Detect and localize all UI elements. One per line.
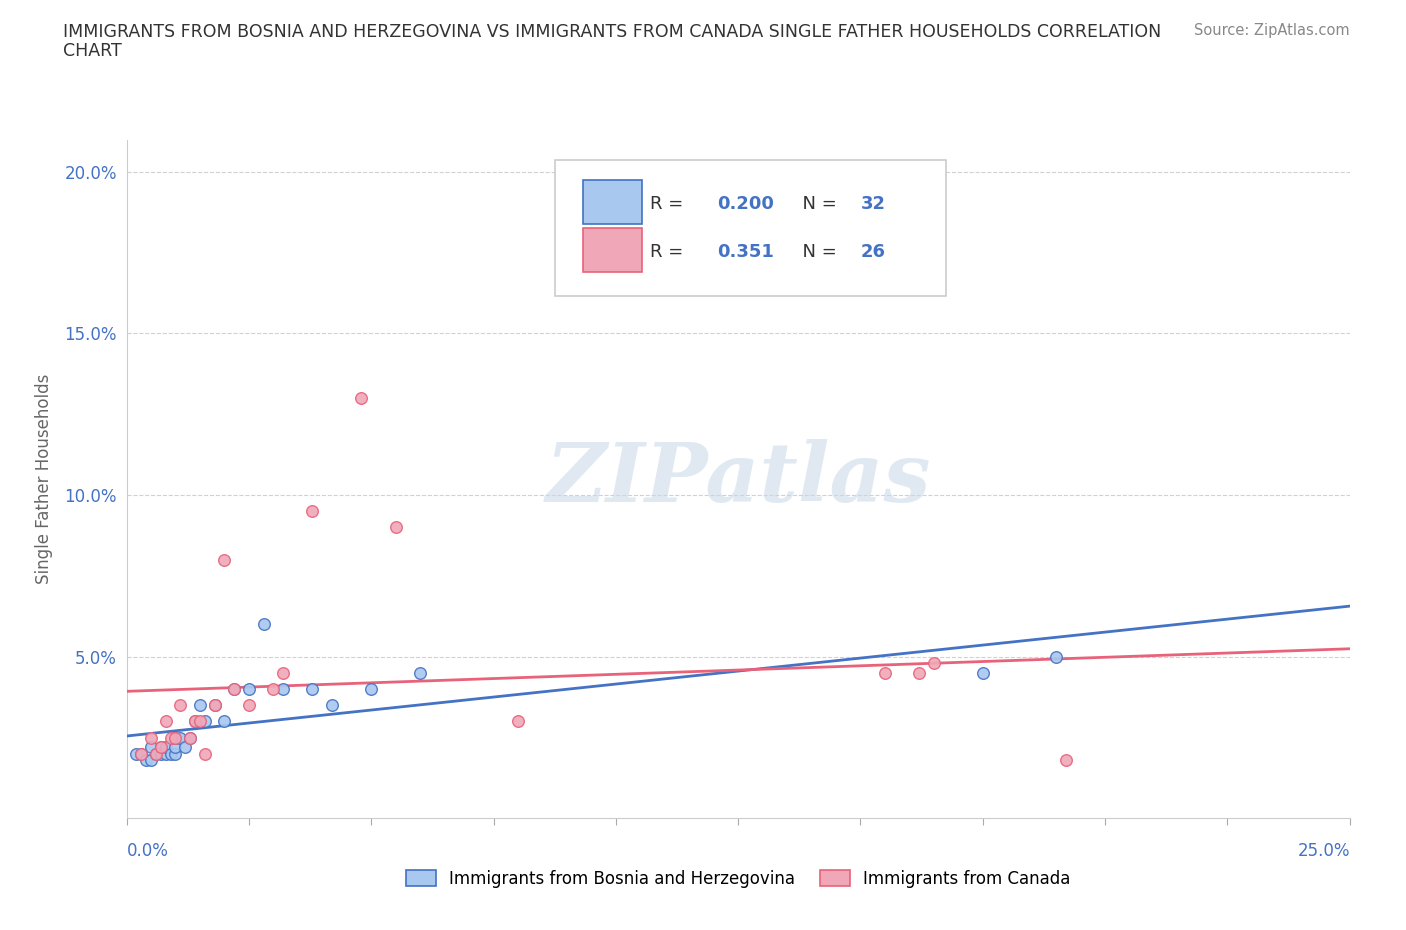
Text: CHART: CHART <box>63 42 122 60</box>
Text: N =: N = <box>790 195 842 213</box>
Point <box>155 746 177 761</box>
Point <box>1054 752 1077 767</box>
Point <box>506 714 529 729</box>
Point <box>321 698 343 712</box>
Point <box>238 698 260 712</box>
Text: 0.200: 0.200 <box>717 195 775 213</box>
Point <box>165 746 187 761</box>
Point <box>184 714 207 729</box>
Point <box>149 740 172 755</box>
Text: ZIPatlas: ZIPatlas <box>546 439 931 519</box>
FancyBboxPatch shape <box>554 160 946 296</box>
Point <box>194 714 217 729</box>
FancyBboxPatch shape <box>583 180 641 224</box>
Text: N =: N = <box>790 243 842 260</box>
Text: 32: 32 <box>860 195 886 213</box>
Point <box>135 752 157 767</box>
Text: IMMIGRANTS FROM BOSNIA AND HERZEGOVINA VS IMMIGRANTS FROM CANADA SINGLE FATHER H: IMMIGRANTS FROM BOSNIA AND HERZEGOVINA V… <box>63 23 1161 41</box>
Point <box>204 698 226 712</box>
Point <box>188 714 211 729</box>
Text: 25.0%: 25.0% <box>1298 842 1350 860</box>
Point <box>139 752 162 767</box>
Point <box>384 520 406 535</box>
Point <box>165 730 187 745</box>
Point <box>129 746 152 761</box>
Point <box>139 740 162 755</box>
Point <box>188 698 211 712</box>
Point <box>169 730 191 745</box>
Point <box>145 746 167 761</box>
Point <box>165 730 187 745</box>
Point <box>214 714 236 729</box>
Text: 0.351: 0.351 <box>717 243 775 260</box>
Point <box>194 746 217 761</box>
Point <box>1045 649 1067 664</box>
FancyBboxPatch shape <box>583 228 641 272</box>
Point <box>165 740 187 755</box>
Point <box>922 656 945 671</box>
Text: R =: R = <box>650 243 695 260</box>
Point <box>301 682 323 697</box>
Point <box>179 730 201 745</box>
Point <box>145 746 167 761</box>
Point <box>149 740 172 755</box>
Text: R =: R = <box>650 195 689 213</box>
Point <box>271 666 294 681</box>
Point <box>155 714 177 729</box>
Point <box>271 682 294 697</box>
Text: 0.0%: 0.0% <box>127 842 169 860</box>
Legend: Immigrants from Bosnia and Herzegovina, Immigrants from Canada: Immigrants from Bosnia and Herzegovina, … <box>405 870 1071 888</box>
Point <box>238 682 260 697</box>
Text: Source: ZipAtlas.com: Source: ZipAtlas.com <box>1194 23 1350 38</box>
Point <box>908 666 931 681</box>
Point <box>174 740 197 755</box>
Point <box>169 698 191 712</box>
Point <box>972 666 994 681</box>
Point <box>159 746 181 761</box>
Point <box>873 666 896 681</box>
Point <box>224 682 246 697</box>
Point <box>224 682 246 697</box>
Point <box>139 730 162 745</box>
Text: 26: 26 <box>860 243 886 260</box>
Point <box>184 714 207 729</box>
Point <box>262 682 284 697</box>
Point <box>204 698 226 712</box>
Point <box>149 746 172 761</box>
Point <box>179 730 201 745</box>
Point <box>350 391 373 405</box>
Point <box>360 682 382 697</box>
Point <box>301 504 323 519</box>
Point <box>409 666 432 681</box>
Point <box>159 730 181 745</box>
Point <box>252 617 274 631</box>
Y-axis label: Single Father Households: Single Father Households <box>35 374 53 584</box>
Point <box>125 746 148 761</box>
Point <box>214 552 236 567</box>
Point <box>155 740 177 755</box>
Point <box>129 746 152 761</box>
